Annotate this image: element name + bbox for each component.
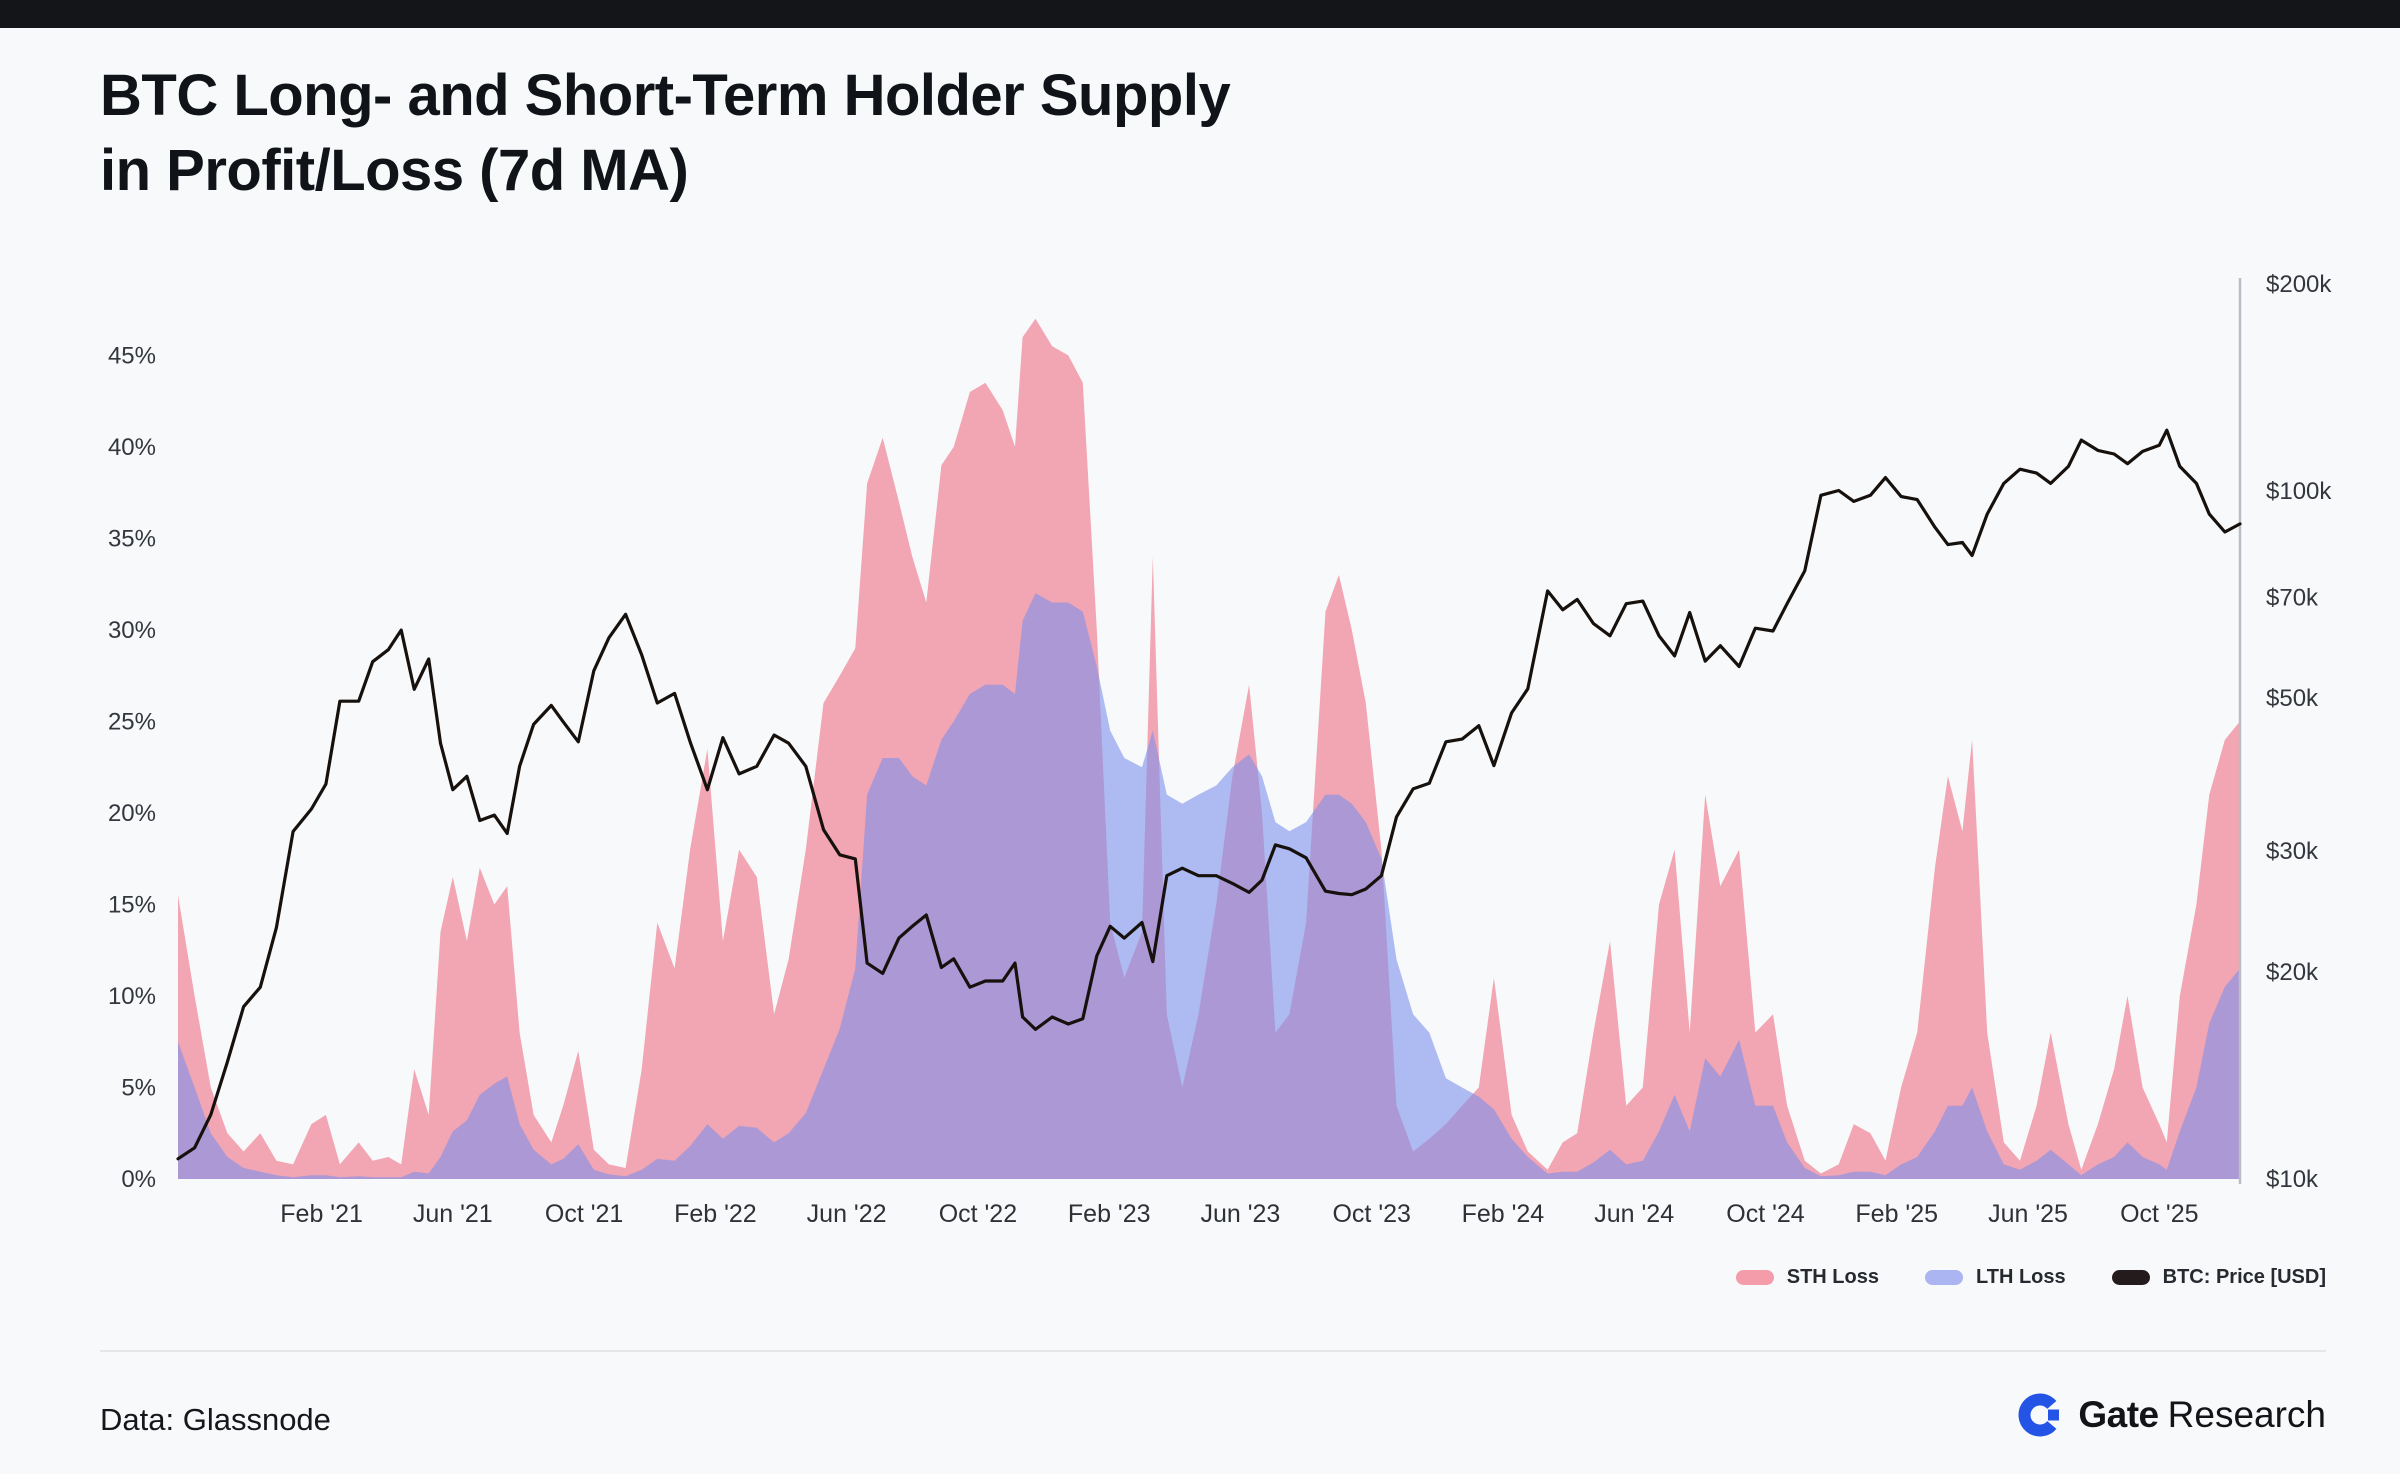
x-axis-tick: Oct '21	[545, 1200, 623, 1228]
brand-text: Gate Research	[2078, 1394, 2326, 1436]
page-title-line-2: in Profit/Loss (7d MA)	[100, 138, 689, 204]
left-axis-tick: 25%	[108, 708, 156, 735]
chart-canvas: 0% 5% 10% 15% 20% 25% 30% 35% 40% 45% $10k $20k $30k…	[108, 271, 2332, 1228]
footer-divider	[100, 1350, 2326, 1352]
gate-logo-icon	[2018, 1393, 2062, 1437]
legend-label-sth-loss: STH Loss	[1786, 1266, 1879, 1288]
sth-loss-swatch-icon	[1735, 1270, 1774, 1285]
left-axis-tick: 15%	[108, 892, 156, 919]
x-axis-tick: Feb '22	[674, 1200, 757, 1228]
chart-legend: STH Loss LTH Loss BTC: Price [USD]	[1735, 1266, 2326, 1289]
x-axis-tick: Feb '23	[1068, 1200, 1151, 1228]
x-axis-tick: Jun '22	[807, 1200, 887, 1228]
right-axis-tick: $100k	[2266, 478, 2332, 505]
legend-item-btc-price: BTC: Price [USD]	[2111, 1266, 2326, 1289]
lth-loss-swatch-icon	[1925, 1270, 1963, 1285]
right-axis-tick: $10k	[2266, 1166, 2319, 1193]
legend-item-sth-loss: STH Loss	[1735, 1266, 1879, 1289]
btc-price-swatch-icon	[2111, 1270, 2150, 1285]
x-axis-tick: Jun '21	[413, 1200, 493, 1228]
x-axis-tick: Jun '25	[1988, 1200, 2068, 1228]
top-bar	[0, 0, 2400, 28]
left-axis-tick: 35%	[108, 525, 156, 552]
page-title-line-1: BTC Long- and Short-Term Holder Supply	[100, 63, 1231, 128]
lth-loss-area	[178, 593, 2240, 1179]
left-axis-tick: 40%	[108, 434, 156, 461]
legend-label-btc-price: BTC: Price [USD]	[2162, 1266, 2326, 1288]
left-axis-tick: 0%	[121, 1166, 156, 1193]
right-axis-tick: $50k	[2266, 685, 2319, 712]
brand: Gate Research	[2017, 1392, 2326, 1438]
legend-label-lth-loss: LTH Loss	[1976, 1266, 2066, 1288]
sth-loss-area	[178, 318, 2240, 1179]
left-axis-tick: 10%	[108, 983, 156, 1010]
x-axis-tick: Oct '25	[2120, 1200, 2198, 1228]
x-axis-tick: Oct '22	[939, 1200, 1017, 1228]
right-axis-tick: $70k	[2266, 585, 2319, 612]
left-axis-tick: 20%	[108, 800, 156, 827]
x-axis-tick: Jun '23	[1200, 1200, 1280, 1228]
x-axis-tick: Jun '24	[1594, 1200, 1674, 1228]
x-axis-tick: Oct '23	[1332, 1200, 1410, 1228]
right-axis-tick: $30k	[2266, 838, 2319, 865]
x-axis-tick: Feb '25	[1855, 1200, 1938, 1228]
brand-research: Research	[2167, 1394, 2326, 1435]
right-axis-tick: $200k	[2266, 271, 2332, 298]
page-title: BTC Long- and Short-Term Holder Supply i…	[100, 58, 1231, 209]
left-axis-tick: 5%	[121, 1075, 156, 1102]
x-axis-tick: Oct '24	[1726, 1200, 1805, 1228]
right-axis-tick: $20k	[2266, 959, 2319, 986]
x-axis-tick: Feb '21	[280, 1200, 363, 1228]
legend-item-lth-loss: LTH Loss	[1925, 1266, 2066, 1289]
brand-gate: Gate	[2078, 1394, 2159, 1435]
data-source-label: Data: Glassnode	[100, 1402, 331, 1437]
btc-price-line	[176, 428, 2242, 1161]
left-axis-tick: 30%	[108, 617, 156, 644]
left-axis-tick: 45%	[108, 342, 156, 369]
x-axis-tick: Feb '24	[1462, 1200, 1545, 1228]
